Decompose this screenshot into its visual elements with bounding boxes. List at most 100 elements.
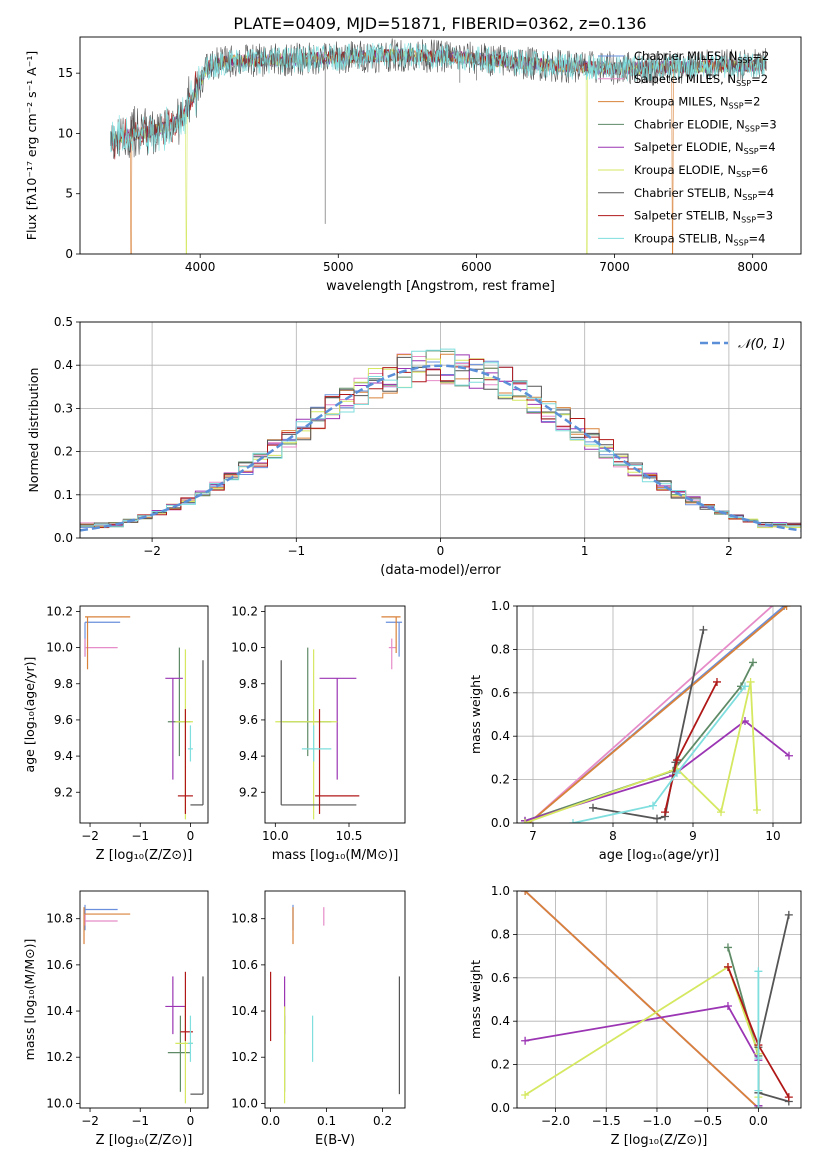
series-marker [785, 751, 793, 760]
x-tick-label: 2 [725, 544, 733, 558]
legend-entry: Kroupa MILES, NSSP=2 [634, 95, 760, 111]
series-line [524, 681, 758, 823]
y-axis-label: age [log₁₀(age/yr)] [22, 657, 37, 773]
mass_vs_ebv-panel: 0.0 0.1 0.2 10.0 10.2 10.4 10.6 10.8 E(B-V) [231, 890, 406, 1148]
y-tick-label: 0.2 [54, 445, 73, 459]
x-tick-label: 0.0 [749, 1114, 768, 1128]
y-tick-label: 10.0 [231, 641, 258, 655]
series-line [524, 965, 760, 1098]
y-tick-label: 0.2 [491, 773, 510, 787]
y-tick-label: 0 [65, 247, 73, 261]
y-tick-label: 9.4 [239, 749, 258, 763]
legend-entry: Kroupa STELIB, NSSP=4 [634, 231, 765, 247]
series-marker [754, 1086, 763, 1095]
y-tick-label: 10 [58, 126, 73, 140]
series-line [524, 891, 760, 1108]
x-tick-label: 7 [529, 829, 537, 843]
series-marker [754, 1104, 763, 1108]
series-marker [649, 801, 657, 810]
y-tick-label: 0.0 [491, 1101, 510, 1115]
series-marker [784, 910, 793, 919]
x-axis-label: Z [log₁₀(Z/Z⊙)] [96, 848, 193, 863]
spectrum-line [110, 42, 767, 156]
series-marker [699, 625, 708, 634]
series-line [727, 947, 760, 1106]
series-marker [773, 598, 781, 606]
axes-frame [79, 890, 209, 1109]
y-tick-label: 0.0 [491, 816, 510, 830]
residuals-panel: −2 −1 0 1 2 0.0 0.1 0.2 0.3 0.4 0.5 (data-model)/er… [26, 315, 802, 578]
series-marker [521, 891, 530, 895]
y-axis-label: mass [log₁₀(M/M⊙)] [22, 939, 37, 1061]
y-tick-label: 9.6 [54, 713, 73, 727]
y-tick-label: 5 [65, 187, 73, 201]
x-tick-label: −2 [143, 544, 161, 558]
series-marker [521, 1036, 530, 1045]
y-axis-label: mass weight [468, 675, 483, 754]
y-tick-label: 10.2 [46, 1050, 73, 1064]
series-marker [673, 769, 681, 778]
y-tick-label: 9.8 [239, 677, 258, 691]
x-tick-label: 8000 [737, 260, 768, 274]
y-tick-label: 10.6 [46, 958, 73, 972]
x-tick-label: 6000 [461, 260, 492, 274]
figure-title: PLATE=0409, MJD=51871, FIBERID=0362, z=0… [233, 14, 646, 33]
x-tick-label: −0.5 [693, 1114, 722, 1128]
y-tick-label: 10.0 [231, 1096, 258, 1110]
y-tick-label: 9.2 [54, 785, 73, 799]
legend-entry: Chabrier STELIB, NSSP=4 [634, 186, 774, 202]
series-marker [784, 1093, 793, 1102]
series-marker [569, 819, 577, 823]
y-tick-label: 10.4 [231, 1004, 258, 1018]
massweight_vs_Z-panel: −2.0 −1.5 −1.0 −0.5 0.0 0.0 0.2 0.4 0.6 0.8 1.0 Z [… [468, 884, 802, 1148]
y-tick-label: 0.8 [491, 642, 510, 656]
x-tick-label: 1 [581, 544, 589, 558]
y-tick-label: 0.3 [54, 401, 73, 415]
age_vs_mass-panel: 10.0 10.5 9.2 9.4 9.6 9.8 10.0 10.2 mass [log₁₀(… [231, 604, 406, 863]
series-marker [521, 1090, 530, 1099]
series-marker [589, 803, 597, 812]
x-tick-label: 0.1 [317, 1114, 336, 1128]
series-marker [754, 1054, 763, 1063]
y-tick-label: 10.8 [46, 912, 73, 926]
series-marker [673, 756, 681, 765]
y-tick-label: 1.0 [491, 599, 510, 613]
y-axis-label: Flux [fλ10⁻¹⁷ erg cm⁻² s⁻¹ A⁻¹] [24, 51, 39, 240]
x-tick-label: −2.0 [541, 1114, 570, 1128]
legend-entry: Chabrier MILES, NSSP=2 [634, 49, 769, 65]
y-tick-label: 15 [58, 66, 73, 80]
x-tick-label: 9 [689, 829, 697, 843]
series-marker [749, 658, 757, 667]
series-line [528, 606, 788, 823]
x-tick-label: 10.0 [262, 829, 289, 843]
series-marker [653, 814, 661, 823]
x-tick-label: −1.0 [642, 1114, 671, 1128]
series-marker [713, 677, 721, 686]
legend-entry: Salpeter STELIB, NSSP=3 [634, 209, 773, 225]
y-tick-label: 1.0 [491, 884, 510, 898]
y-tick-label: 9.6 [239, 713, 258, 727]
series-marker [746, 677, 755, 686]
spectrum-panel: 4000 5000 6000 7000 8000 0 5 10 15 wavelength [An… [24, 36, 802, 294]
x-tick-label: −2 [81, 829, 99, 843]
y-tick-label: 9.8 [54, 677, 73, 691]
y-tick-label: 10.2 [231, 604, 258, 618]
series-marker [782, 606, 791, 610]
x-tick-label: −2 [81, 1114, 99, 1128]
y-tick-label: 10.0 [46, 641, 73, 655]
axes-frame [516, 890, 802, 1109]
y-tick-label: 9.2 [239, 785, 258, 799]
x-axis-label: Z [log₁₀(Z/Z⊙)] [96, 1133, 193, 1148]
gaussian-curve [79, 364, 802, 532]
y-tick-label: 0.4 [491, 729, 510, 743]
x-axis-label: Z [log₁₀(Z/Z⊙)] [611, 1133, 708, 1148]
x-tick-label: 8 [609, 829, 617, 843]
y-tick-label: 0.6 [491, 971, 510, 985]
x-tick-label: −1 [131, 1114, 149, 1128]
series-marker [754, 967, 763, 976]
x-tick-label: 4000 [185, 260, 216, 274]
legend-entry: 𝒩(0, 1) [738, 337, 785, 352]
mass_vs_Z-panel: −2 −1 0 10.0 10.2 10.4 10.6 10.8 Z [log₁₀(Z/Z⊙)]… [22, 890, 209, 1148]
